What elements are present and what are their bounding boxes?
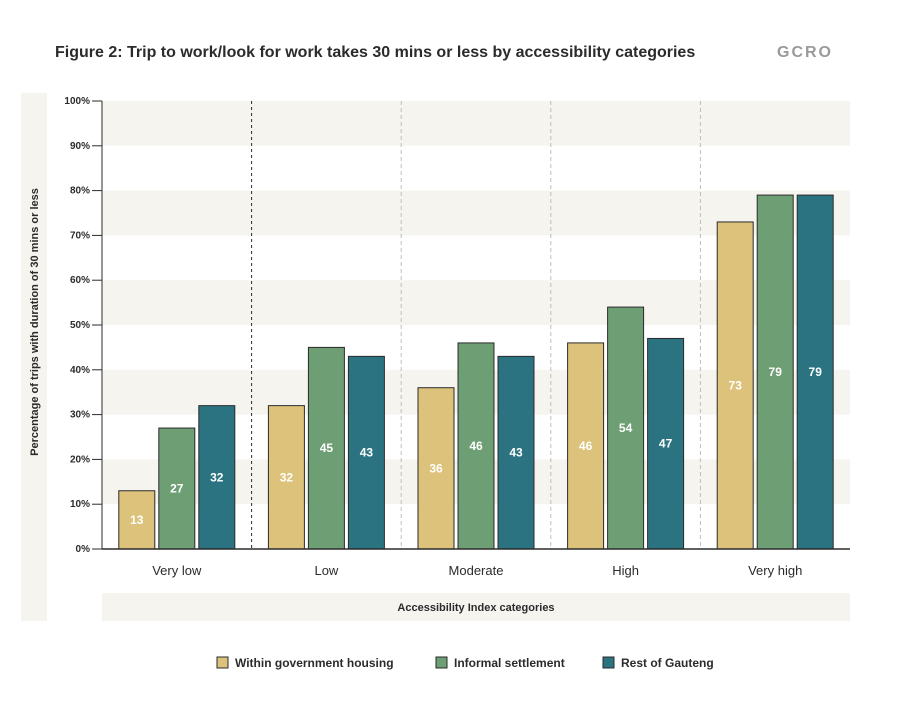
bar-value-label: 13 bbox=[130, 513, 144, 527]
bar bbox=[497, 355, 535, 550]
x-category-label: Very low bbox=[152, 563, 202, 578]
bar-value-label: 46 bbox=[469, 439, 483, 453]
x-category-label: Very high bbox=[748, 563, 802, 578]
y-tick-label: 100% bbox=[64, 96, 90, 107]
y-tick-label: 70% bbox=[70, 230, 90, 241]
bar bbox=[716, 221, 754, 550]
bar-value-label: 73 bbox=[729, 378, 743, 392]
x-category-label: Moderate bbox=[449, 563, 504, 578]
y-tick-label: 0% bbox=[76, 544, 91, 555]
bar-value-label: 45 bbox=[320, 441, 334, 455]
bar bbox=[118, 490, 156, 550]
bar-value-label: 32 bbox=[210, 470, 224, 484]
bar-value-label: 43 bbox=[360, 446, 374, 460]
bar bbox=[607, 306, 645, 550]
bar-value-label: 27 bbox=[170, 482, 184, 496]
bar bbox=[457, 342, 495, 550]
bar bbox=[198, 405, 236, 550]
y-tick-label: 30% bbox=[70, 410, 90, 421]
y-tick-label: 40% bbox=[70, 365, 90, 376]
y-tick-label: 20% bbox=[70, 454, 90, 465]
y-tick-label: 90% bbox=[70, 141, 90, 152]
x-axis-band bbox=[102, 593, 850, 621]
legend-label: Within government housing bbox=[235, 656, 394, 670]
x-axis-title: Accessibility Index categories bbox=[397, 602, 554, 614]
bar bbox=[796, 194, 834, 550]
chart-title: Figure 2: Trip to work/look for work tak… bbox=[55, 44, 696, 61]
bar-value-label: 32 bbox=[280, 470, 294, 484]
bar-value-label: 79 bbox=[769, 365, 783, 379]
legend-swatch bbox=[216, 656, 229, 669]
x-category-label: Low bbox=[314, 563, 338, 578]
y-axis-title: Percentage of trips with duration of 30 … bbox=[29, 188, 41, 456]
bar bbox=[567, 342, 605, 550]
legend-label: Informal settlement bbox=[454, 656, 565, 670]
gcro-logo: GCRO bbox=[777, 44, 833, 61]
bar-value-label: 47 bbox=[659, 437, 673, 451]
legend-swatch bbox=[602, 656, 615, 669]
x-category-label: High bbox=[612, 563, 639, 578]
bar bbox=[647, 337, 685, 550]
bar-value-label: 43 bbox=[509, 446, 523, 460]
bar bbox=[307, 346, 345, 550]
legend-label: Rest of Gauteng bbox=[621, 656, 714, 670]
y-tick-label: 80% bbox=[70, 186, 90, 197]
y-axis-band bbox=[21, 93, 47, 621]
bar-value-label: 46 bbox=[579, 439, 593, 453]
bar-value-label: 79 bbox=[809, 365, 823, 379]
bar bbox=[756, 194, 794, 550]
y-tick-label: 10% bbox=[70, 499, 90, 510]
bar-value-label: 36 bbox=[429, 461, 443, 475]
grid-band bbox=[102, 101, 850, 146]
bar bbox=[417, 387, 455, 550]
bar bbox=[347, 355, 385, 550]
y-tick-label: 50% bbox=[70, 320, 90, 331]
legend-swatch bbox=[435, 656, 448, 669]
bar-value-label: 54 bbox=[619, 421, 633, 435]
bar bbox=[267, 405, 305, 550]
y-tick-label: 60% bbox=[70, 275, 90, 286]
